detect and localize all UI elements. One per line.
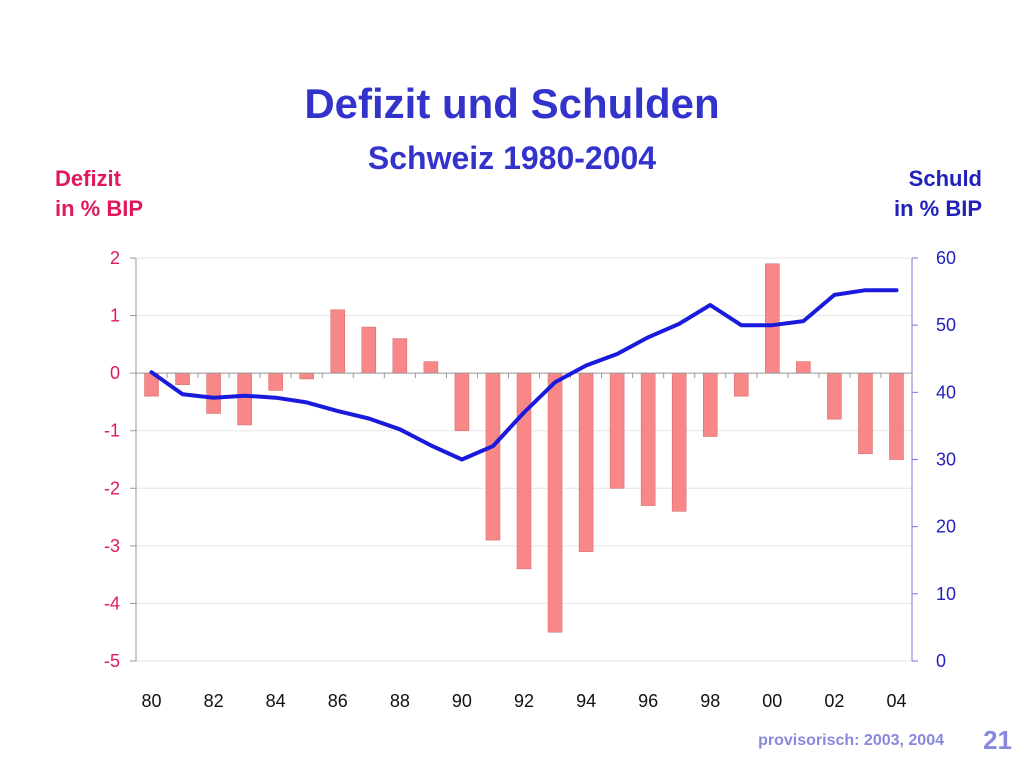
deficit-bar bbox=[640, 372, 656, 506]
right-tick-label: 30 bbox=[936, 450, 956, 470]
deficit-bar bbox=[423, 361, 439, 374]
deficit-bar bbox=[361, 326, 377, 374]
chart-title: Defizit und Schulden bbox=[304, 80, 720, 127]
x-tick-label: 80 bbox=[142, 691, 162, 711]
left-axis-label: Defizit in % BIP bbox=[55, 164, 143, 224]
footnote: provisorisch: 2003, 2004 bbox=[758, 732, 944, 749]
debt-line-group bbox=[149, 288, 899, 462]
deficit-bar bbox=[609, 372, 625, 489]
right-tick-label: 20 bbox=[936, 517, 956, 537]
deficit-bar bbox=[765, 263, 780, 374]
deficit-bar bbox=[796, 361, 811, 374]
x-tick-label: 04 bbox=[886, 691, 906, 711]
deficit-bar bbox=[827, 372, 842, 420]
left-tick-label: 1 bbox=[110, 306, 120, 326]
deficit-bar bbox=[175, 372, 190, 385]
right-tick-label: 40 bbox=[936, 382, 956, 402]
deficit-bar bbox=[454, 372, 470, 432]
deficit-bar bbox=[733, 372, 749, 397]
x-tick-label: 86 bbox=[328, 691, 348, 711]
deficit-bar bbox=[485, 372, 501, 541]
deficit-bar bbox=[858, 372, 873, 455]
x-tick-label: 94 bbox=[576, 691, 596, 711]
deficit-bar bbox=[392, 338, 408, 374]
right-axis-label: Schuld in % BIP bbox=[894, 164, 982, 224]
right-tick-label: 50 bbox=[936, 315, 956, 335]
chart-subtitle: Schweiz 1980-2004 bbox=[367, 140, 657, 176]
deficit-bar bbox=[547, 372, 563, 633]
deficit-bar bbox=[268, 372, 283, 391]
left-tick-label: 0 bbox=[110, 363, 120, 383]
deficit-bar bbox=[702, 372, 718, 437]
axes bbox=[130, 257, 918, 662]
deficit-bar bbox=[516, 372, 532, 570]
right-axis-label-line1: Schuld bbox=[908, 166, 982, 191]
x-tick-label: 82 bbox=[204, 691, 224, 711]
x-tick-label: 88 bbox=[390, 691, 410, 711]
left-tick-label: -3 bbox=[104, 536, 120, 556]
x-tick-label: 98 bbox=[700, 691, 720, 711]
x-tick-label: 90 bbox=[452, 691, 472, 711]
right-tick-label: 10 bbox=[936, 584, 956, 604]
x-tick-label: 96 bbox=[638, 691, 658, 711]
right-tick-label: 0 bbox=[936, 651, 946, 671]
left-axis-label-line1: Defizit bbox=[55, 166, 121, 191]
deficit-bar bbox=[237, 372, 252, 426]
right-tick-label: 60 bbox=[936, 248, 956, 268]
debt-line bbox=[149, 288, 899, 462]
left-tick-label: -1 bbox=[104, 421, 120, 441]
left-tick-label: -4 bbox=[104, 593, 120, 613]
left-tick-label: 2 bbox=[110, 248, 120, 268]
x-tick-label: 02 bbox=[824, 691, 844, 711]
left-tick-label: -2 bbox=[104, 478, 120, 498]
deficit-bar bbox=[206, 372, 221, 414]
x-tick-label: 84 bbox=[266, 691, 286, 711]
deficit-bar bbox=[671, 372, 687, 512]
deficit-bar bbox=[578, 372, 594, 552]
deficit-bar bbox=[330, 309, 346, 374]
left-tick-label: -5 bbox=[104, 651, 120, 671]
deficit-bar bbox=[299, 372, 315, 380]
deficit-bar bbox=[889, 372, 904, 460]
page-number: 21 bbox=[983, 725, 1012, 755]
x-tick-label: 92 bbox=[514, 691, 534, 711]
x-tick-label: 00 bbox=[762, 691, 782, 711]
right-axis-label-line2: in % BIP bbox=[893, 196, 982, 221]
deficit-bars bbox=[144, 263, 904, 633]
left-axis-label-line2: in % BIP bbox=[55, 196, 144, 221]
